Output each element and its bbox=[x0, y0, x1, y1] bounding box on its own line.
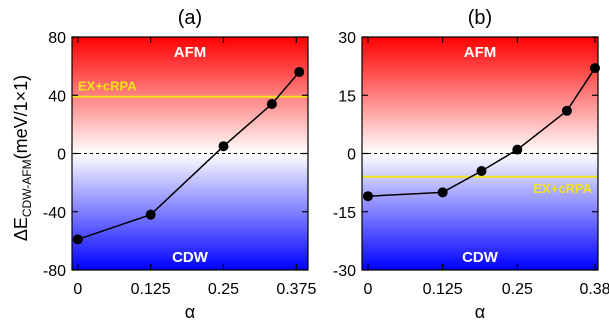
panel-b-series-line bbox=[367, 67, 596, 197]
panel-b-data-point bbox=[437, 187, 448, 198]
panel-b-data-point bbox=[512, 144, 523, 155]
panel-b-label: (b) bbox=[468, 7, 492, 29]
panel-b-background bbox=[362, 37, 598, 270]
panel-a-y-tick-label: 40 bbox=[48, 88, 66, 105]
panel-b-y-tick-label: 0 bbox=[347, 147, 356, 164]
panel-a-x-tick-label: 0.25 bbox=[208, 281, 239, 298]
panel-b-x-tick-label: 0.38 bbox=[579, 281, 609, 298]
panel-b-cdw-label: CDW bbox=[462, 249, 499, 266]
panel-b-afm-label: AFM bbox=[464, 44, 497, 61]
panel-a-data-point bbox=[218, 141, 229, 152]
panel-a-x-axis-label: α bbox=[185, 302, 195, 322]
panel-b-y-tick-label: -30 bbox=[333, 263, 356, 280]
panel-a-x-tick-label: 0.375 bbox=[276, 281, 316, 298]
y-axis-label: ΔECDW-AFM(meV/1×1) bbox=[11, 75, 34, 241]
panel-a-afm-label: AFM bbox=[174, 44, 207, 61]
panel-b-y-tick-label: 30 bbox=[338, 30, 356, 47]
panel-a-cdw-label: CDW bbox=[172, 249, 209, 266]
panel-b-data-point bbox=[362, 191, 373, 202]
panel-a: (a) AFM CDW EX+cRPA -80 -40 0 40 80 0 0.125 0.2… bbox=[43, 7, 317, 322]
panel-b-ticks: -30 -15 0 15 30 0 0.125 0.25 0.38 bbox=[333, 30, 609, 298]
y-axis-label-unit: (meV/1×1) bbox=[11, 75, 31, 160]
panel-b-x-axis-label: α bbox=[475, 302, 485, 322]
panel-b-data-point bbox=[561, 105, 572, 116]
panel-a-y-tick-label: -40 bbox=[43, 205, 66, 222]
panel-b-x-tick-label: 0.125 bbox=[423, 281, 463, 298]
panel-b-x-tick-label: 0.25 bbox=[502, 281, 533, 298]
panel-a-x-tick-label: 0 bbox=[73, 281, 82, 298]
panel-b-x-tick-label: 0 bbox=[364, 281, 373, 298]
panel-a-label: (a) bbox=[178, 7, 202, 29]
panel-a-data-point bbox=[266, 98, 277, 109]
panel-a-y-tick-label: 80 bbox=[48, 30, 66, 47]
panel-a-y-tick-label: 0 bbox=[57, 147, 66, 164]
panel-a-marks: EX+cRPA bbox=[72, 66, 308, 245]
panel-a-background bbox=[72, 37, 308, 270]
panel-a-data-point bbox=[294, 66, 305, 77]
panel-a-x-tick-label: 0.125 bbox=[131, 281, 171, 298]
panel-a-data-point bbox=[72, 234, 83, 245]
panel-b-reference-label: EX+cRPA bbox=[533, 181, 592, 196]
y-axis-label-sub: CDW-AFM bbox=[20, 159, 34, 217]
panel-a-ticks: -80 -40 0 40 80 0 0.125 0.25 0.375 bbox=[43, 30, 317, 298]
panel-a-data-point bbox=[145, 209, 156, 220]
y-axis-label-main: ΔE bbox=[11, 217, 31, 241]
panel-b-marks: EX+cRPA bbox=[362, 63, 601, 202]
panel-b-y-tick-label: 15 bbox=[338, 88, 356, 105]
panel-a-reference-label: EX+cRPA bbox=[78, 79, 137, 94]
panel-b-y-tick-label: -15 bbox=[333, 205, 356, 222]
panel-a-y-tick-label: -80 bbox=[43, 263, 66, 280]
panel-b: (b) AFM CDW EX+cRPA -30 -15 0 15 30 0 0.125 0.2… bbox=[333, 7, 609, 322]
panel-b-data-point bbox=[476, 165, 487, 176]
